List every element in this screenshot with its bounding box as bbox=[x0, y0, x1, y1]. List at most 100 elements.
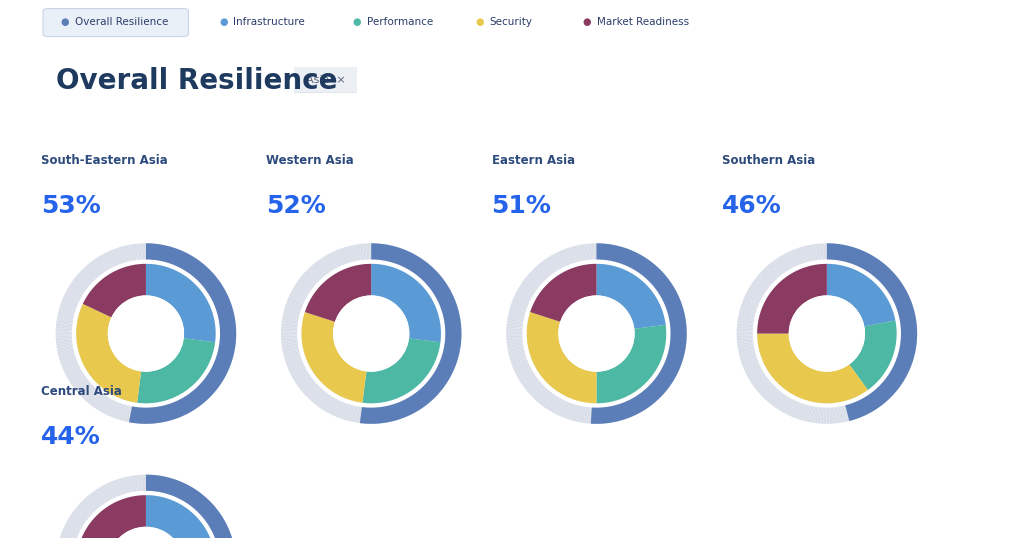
Polygon shape bbox=[737, 341, 754, 344]
Polygon shape bbox=[621, 248, 627, 264]
Polygon shape bbox=[506, 328, 522, 330]
Polygon shape bbox=[174, 359, 198, 381]
Polygon shape bbox=[137, 475, 140, 491]
Polygon shape bbox=[375, 371, 380, 403]
Polygon shape bbox=[404, 351, 433, 366]
Polygon shape bbox=[841, 245, 846, 261]
Polygon shape bbox=[781, 362, 802, 387]
Polygon shape bbox=[310, 298, 338, 315]
Polygon shape bbox=[901, 335, 918, 337]
Polygon shape bbox=[282, 344, 298, 349]
Polygon shape bbox=[817, 407, 820, 423]
Polygon shape bbox=[396, 281, 419, 306]
Polygon shape bbox=[864, 342, 895, 349]
Polygon shape bbox=[637, 258, 647, 272]
Polygon shape bbox=[580, 266, 588, 296]
Polygon shape bbox=[561, 250, 568, 265]
Polygon shape bbox=[88, 355, 115, 373]
Polygon shape bbox=[319, 286, 344, 308]
Polygon shape bbox=[881, 383, 894, 395]
Polygon shape bbox=[374, 372, 377, 403]
Text: 52%: 52% bbox=[266, 194, 326, 218]
Polygon shape bbox=[844, 271, 859, 300]
Polygon shape bbox=[91, 261, 102, 274]
Polygon shape bbox=[604, 371, 612, 402]
Polygon shape bbox=[63, 364, 79, 372]
Polygon shape bbox=[535, 351, 562, 366]
Polygon shape bbox=[542, 393, 553, 406]
Polygon shape bbox=[760, 344, 791, 355]
Polygon shape bbox=[620, 247, 626, 264]
Polygon shape bbox=[89, 263, 100, 276]
Polygon shape bbox=[162, 270, 176, 299]
Polygon shape bbox=[342, 369, 356, 398]
Polygon shape bbox=[542, 290, 566, 310]
Polygon shape bbox=[308, 349, 337, 364]
Polygon shape bbox=[171, 362, 194, 386]
Polygon shape bbox=[538, 295, 564, 313]
Polygon shape bbox=[80, 346, 110, 357]
Polygon shape bbox=[427, 274, 440, 286]
Polygon shape bbox=[414, 259, 424, 273]
Polygon shape bbox=[304, 315, 335, 324]
Polygon shape bbox=[512, 300, 527, 308]
Polygon shape bbox=[355, 371, 364, 402]
Polygon shape bbox=[217, 354, 232, 360]
Polygon shape bbox=[209, 517, 223, 527]
Polygon shape bbox=[340, 271, 355, 299]
Polygon shape bbox=[136, 244, 139, 260]
Polygon shape bbox=[605, 407, 608, 423]
Polygon shape bbox=[864, 397, 873, 412]
Polygon shape bbox=[66, 367, 80, 376]
Polygon shape bbox=[867, 258, 878, 272]
Polygon shape bbox=[892, 369, 906, 378]
Polygon shape bbox=[215, 360, 230, 367]
Polygon shape bbox=[439, 362, 455, 369]
Polygon shape bbox=[666, 302, 682, 309]
Polygon shape bbox=[602, 265, 607, 296]
Polygon shape bbox=[635, 397, 644, 411]
Polygon shape bbox=[805, 406, 810, 421]
Polygon shape bbox=[205, 511, 219, 521]
Polygon shape bbox=[762, 270, 774, 282]
Polygon shape bbox=[137, 244, 140, 260]
Polygon shape bbox=[633, 344, 664, 354]
Polygon shape bbox=[599, 372, 602, 403]
Polygon shape bbox=[164, 272, 180, 300]
Polygon shape bbox=[350, 406, 355, 422]
Polygon shape bbox=[517, 289, 532, 298]
Polygon shape bbox=[129, 497, 137, 528]
Polygon shape bbox=[607, 370, 617, 400]
Polygon shape bbox=[209, 286, 223, 295]
Polygon shape bbox=[823, 372, 825, 403]
Polygon shape bbox=[133, 244, 136, 260]
Polygon shape bbox=[142, 243, 144, 259]
Polygon shape bbox=[761, 309, 792, 321]
Polygon shape bbox=[65, 365, 80, 374]
Polygon shape bbox=[87, 264, 99, 277]
Polygon shape bbox=[289, 364, 304, 372]
Polygon shape bbox=[294, 371, 308, 381]
Polygon shape bbox=[605, 266, 613, 296]
Polygon shape bbox=[97, 257, 108, 271]
Polygon shape bbox=[191, 263, 203, 276]
Polygon shape bbox=[620, 278, 639, 303]
Polygon shape bbox=[55, 337, 72, 339]
Polygon shape bbox=[635, 326, 666, 330]
Polygon shape bbox=[666, 359, 681, 366]
Polygon shape bbox=[91, 521, 116, 538]
Polygon shape bbox=[314, 292, 341, 312]
Polygon shape bbox=[511, 302, 527, 309]
Polygon shape bbox=[380, 244, 383, 260]
Polygon shape bbox=[166, 366, 182, 393]
Polygon shape bbox=[840, 267, 851, 298]
Polygon shape bbox=[373, 264, 376, 295]
Polygon shape bbox=[102, 278, 123, 303]
Polygon shape bbox=[608, 267, 618, 298]
Polygon shape bbox=[573, 267, 585, 298]
Polygon shape bbox=[62, 361, 78, 368]
Polygon shape bbox=[58, 311, 74, 316]
Polygon shape bbox=[617, 247, 624, 263]
Polygon shape bbox=[865, 326, 896, 330]
Polygon shape bbox=[307, 269, 319, 281]
